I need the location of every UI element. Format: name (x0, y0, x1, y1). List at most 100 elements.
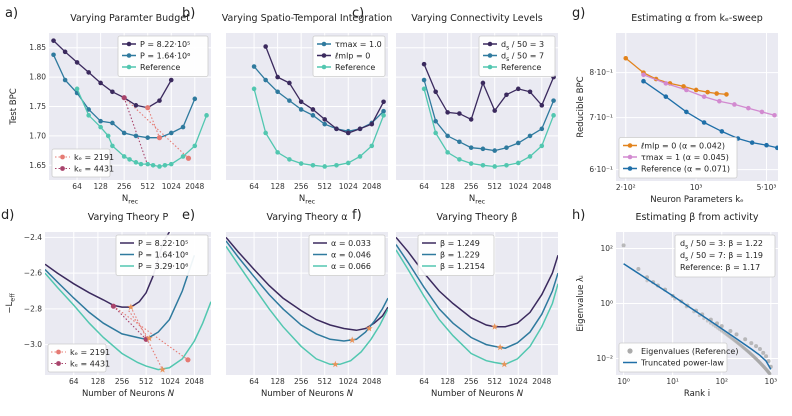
x-tick-label: 128 (270, 377, 285, 386)
x-tick-label: 512 (488, 182, 503, 191)
x-axis-label: Number of Neurons N (261, 389, 354, 399)
fit-line (123, 97, 189, 159)
legend-label: τmax = 1 (α = 0.045) (641, 153, 729, 162)
data-point (74, 86, 80, 92)
data-point (539, 103, 545, 108)
x-tick-label: 256 (294, 182, 309, 191)
data-point (539, 143, 545, 149)
x-tick-label: 10² (715, 377, 728, 386)
data-point (357, 154, 363, 159)
panel-label: g) (572, 6, 585, 21)
legend-swatch (627, 154, 633, 160)
x-tick-label: 64 (419, 377, 429, 386)
fit-point (145, 105, 151, 111)
legend-label: Eigenvalues (Reference) (641, 347, 738, 356)
panel-title: Varying Theory β (437, 212, 518, 223)
panel-f: f) Varying Theory β 64 128 256 512 1024 2048 Num… (352, 208, 558, 399)
legend-ke: kₑ = 2191 kₑ = 4431 (47, 343, 110, 373)
legend-swatch (627, 143, 633, 148)
data-point (527, 154, 533, 159)
data-point (663, 81, 669, 86)
legend-label: kₑ = 2191 (70, 348, 110, 357)
legend-swatch (56, 361, 61, 366)
legend-label: ℓmlp = 0 (334, 52, 370, 61)
x-tick-label: 64 (419, 182, 429, 191)
legend-box (618, 137, 738, 179)
legend-item: β = 1.229 (422, 251, 480, 260)
data-point (251, 86, 257, 92)
data-point (480, 80, 486, 86)
data-point (766, 359, 771, 364)
data-point (275, 89, 280, 95)
data-point (468, 145, 474, 150)
panel-e: e) Varying Theory α 64 128 256 512 1024 2048 Num… (182, 208, 388, 399)
legend-item: P = 8.22·10⁵ (122, 40, 190, 49)
data-point (641, 78, 646, 84)
data-point (345, 130, 351, 136)
data-point (421, 61, 427, 67)
legend-item: β = 1.249 (422, 239, 480, 248)
series-line (396, 244, 558, 349)
data-point (192, 96, 198, 102)
legend-box (117, 35, 209, 77)
data-point (734, 332, 739, 337)
x-tick-label: 2048 (532, 182, 551, 191)
legend-item: Truncated power-law (623, 359, 724, 368)
panel-label: d) (1, 208, 14, 223)
data-point (334, 163, 339, 168)
panel-title: Estimating α from kₑ-sweep (631, 13, 763, 24)
x-tick-label: 256 (464, 182, 479, 191)
data-point (701, 120, 707, 125)
legend-item: P = 3.29·10⁶ (120, 262, 188, 271)
legend-label: β = 1.2154 (440, 262, 485, 271)
legend-ke: kₑ = 2191 kₑ = 4431 (51, 148, 114, 178)
data-point (492, 108, 498, 113)
data-point (204, 113, 209, 118)
y-tick-label: 6·10⁻¹ (589, 165, 613, 174)
data-point (121, 130, 127, 136)
y-axis-label: Eigenvalue λᵢ (576, 275, 586, 331)
series-line (226, 245, 388, 366)
y-tick-label: −2.6 (24, 269, 42, 278)
legend: ℓmlp = 0 (α = 0.042) τmax = 1 (α = 0.045)… (618, 137, 738, 179)
data-point (168, 130, 174, 136)
annotation-line: Reference: β = 1.17 (680, 263, 760, 272)
x-axis-label: Neuron Parameters kₑ (650, 195, 744, 205)
data-point (621, 243, 626, 248)
data-point (133, 133, 139, 139)
legend-item: ds / 50 = 7 (483, 52, 544, 63)
legend-item: Eigenvalues (Reference) (627, 347, 738, 356)
x-tick-label: 64 (69, 377, 79, 386)
x-axis-label: Rank i (684, 389, 710, 399)
x-tick-label: 512 (141, 182, 156, 191)
legend-box (478, 35, 556, 77)
data-point (157, 164, 162, 169)
series-line (226, 240, 388, 342)
x-tick-label: 64 (249, 377, 259, 386)
data-point (457, 157, 462, 162)
data-point (86, 113, 91, 118)
plot-marks (51, 38, 209, 169)
data-point (743, 337, 748, 342)
data-point (764, 142, 769, 148)
legend-label: P = 3.29·10⁶ (138, 262, 188, 271)
optimum-star (491, 323, 499, 330)
x-tick-label: 5·10³ (757, 183, 777, 192)
annotation-box (674, 234, 776, 278)
legend-swatch (487, 64, 493, 70)
optimum-star (159, 366, 166, 373)
data-point (757, 347, 762, 352)
legend-item: τmax = 1.0 (317, 40, 382, 49)
legend-item: Reference (122, 63, 180, 72)
x-tick-label: 2048 (185, 377, 204, 386)
x-tick-label: 2·10² (616, 183, 636, 192)
data-point (684, 87, 689, 93)
data-point (714, 91, 719, 96)
fit-line (113, 305, 189, 361)
series-line (423, 63, 555, 121)
legend-swatch (487, 53, 493, 58)
data-point (322, 117, 328, 122)
legend: τmax = 1.0 ℓmlp = 0 Reference (312, 35, 386, 77)
data-point (504, 163, 509, 168)
x-tick-label: 10³ (690, 183, 703, 192)
